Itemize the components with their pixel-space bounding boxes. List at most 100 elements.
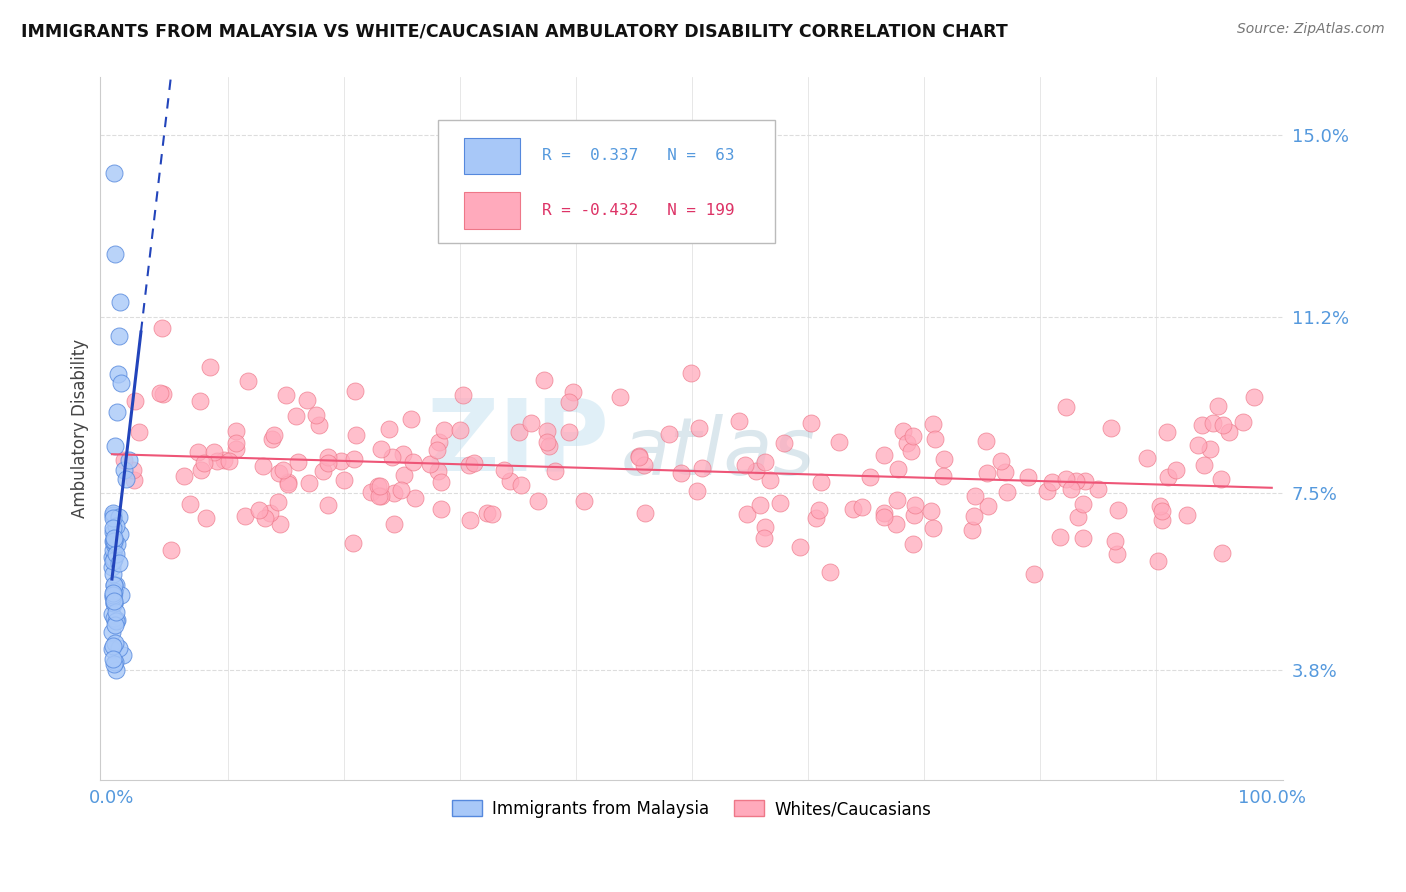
Point bbox=[1107, 503, 1129, 517]
Point bbox=[233, 508, 256, 523]
Point bbox=[205, 453, 228, 467]
Point bbox=[103, 578, 125, 592]
Point bbox=[904, 499, 927, 513]
Point bbox=[627, 450, 650, 465]
Point bbox=[382, 516, 405, 531]
Point bbox=[343, 452, 366, 467]
Point bbox=[103, 533, 125, 548]
Point bbox=[253, 511, 276, 525]
Point bbox=[994, 465, 1017, 479]
Point bbox=[679, 366, 702, 380]
Point bbox=[378, 422, 401, 436]
Point bbox=[932, 469, 955, 483]
Point bbox=[101, 510, 124, 524]
Point bbox=[108, 295, 131, 310]
Point bbox=[1187, 438, 1209, 452]
Point bbox=[173, 469, 195, 483]
Point bbox=[108, 641, 131, 656]
Point bbox=[103, 586, 125, 600]
Point bbox=[104, 663, 127, 677]
Point bbox=[103, 640, 125, 654]
Point bbox=[101, 652, 124, 666]
Point bbox=[458, 512, 481, 526]
Point bbox=[1194, 458, 1216, 473]
Point bbox=[896, 436, 918, 450]
Point bbox=[112, 462, 135, 476]
Point bbox=[179, 497, 201, 511]
Point bbox=[769, 496, 792, 510]
Point bbox=[527, 493, 550, 508]
Point bbox=[295, 392, 318, 407]
Point bbox=[103, 537, 125, 551]
Point bbox=[692, 461, 714, 475]
Point bbox=[886, 492, 908, 507]
Point bbox=[104, 613, 127, 627]
Point bbox=[688, 420, 710, 434]
Point bbox=[893, 424, 915, 438]
Text: atlas: atlas bbox=[621, 415, 815, 492]
Point bbox=[934, 452, 956, 467]
Point bbox=[267, 495, 290, 509]
Point bbox=[510, 478, 533, 492]
Point bbox=[104, 247, 127, 261]
Point bbox=[342, 536, 364, 550]
Point bbox=[1198, 442, 1220, 456]
Point bbox=[149, 386, 172, 401]
Point bbox=[399, 412, 422, 426]
Point bbox=[1136, 450, 1159, 465]
Point bbox=[1232, 415, 1254, 429]
Point bbox=[101, 550, 124, 565]
Point bbox=[520, 416, 543, 430]
Point bbox=[1074, 474, 1097, 488]
Text: R = -0.432   N = 199: R = -0.432 N = 199 bbox=[541, 202, 734, 218]
Point bbox=[1064, 474, 1087, 488]
Point bbox=[1206, 399, 1229, 413]
Point bbox=[977, 500, 1000, 514]
Point bbox=[103, 589, 125, 603]
Point bbox=[873, 510, 896, 524]
Point bbox=[259, 506, 281, 520]
Point bbox=[1202, 416, 1225, 430]
Point bbox=[370, 442, 392, 456]
Point bbox=[105, 578, 128, 592]
Point bbox=[658, 427, 681, 442]
Point bbox=[103, 548, 125, 562]
Point bbox=[382, 486, 405, 500]
Legend: Immigrants from Malaysia, Whites/Caucasians: Immigrants from Malaysia, Whites/Caucasi… bbox=[446, 793, 938, 825]
Point bbox=[193, 456, 215, 470]
Point bbox=[108, 526, 131, 541]
Point bbox=[1211, 473, 1233, 487]
Point bbox=[212, 453, 235, 467]
Point bbox=[381, 450, 404, 464]
Point bbox=[426, 442, 449, 457]
Point bbox=[285, 409, 308, 423]
Point bbox=[884, 516, 907, 531]
Point bbox=[225, 442, 247, 457]
Point bbox=[343, 384, 366, 398]
Point bbox=[536, 435, 558, 450]
Point bbox=[305, 409, 328, 423]
Point bbox=[105, 519, 128, 533]
Point bbox=[458, 458, 481, 473]
Point bbox=[574, 493, 596, 508]
Point bbox=[249, 502, 271, 516]
Point bbox=[225, 425, 247, 439]
Point bbox=[558, 394, 581, 409]
Point bbox=[887, 462, 910, 476]
Point bbox=[922, 521, 945, 535]
Bar bbox=[464, 192, 520, 228]
Point bbox=[115, 472, 138, 486]
Point bbox=[561, 385, 583, 400]
Point bbox=[901, 536, 924, 550]
Point bbox=[965, 490, 987, 504]
Point bbox=[104, 618, 127, 632]
Point bbox=[104, 547, 127, 561]
Point bbox=[103, 521, 125, 535]
Point bbox=[754, 519, 776, 533]
Point bbox=[269, 516, 291, 531]
Point bbox=[308, 418, 330, 433]
Point bbox=[402, 455, 425, 469]
Point bbox=[110, 376, 132, 391]
Point bbox=[807, 503, 830, 517]
Point bbox=[976, 466, 998, 480]
